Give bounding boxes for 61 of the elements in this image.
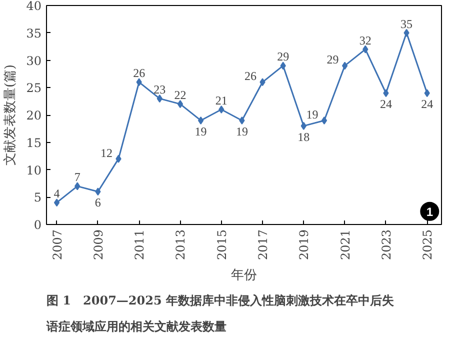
point <box>424 89 430 98</box>
x-tick-label: 2015 <box>214 229 229 260</box>
y-tick-label: 35 <box>26 26 42 40</box>
point <box>177 100 184 108</box>
data-label: 21 <box>215 94 228 108</box>
y-axis-title: 文献发表数量(篇) <box>3 64 18 166</box>
point <box>300 122 306 130</box>
x-tick-label: 2025 <box>420 229 435 260</box>
y-tick-label: 15 <box>26 136 42 150</box>
point <box>95 188 101 196</box>
data-label: 29 <box>326 52 339 67</box>
data-label: 26 <box>133 66 146 80</box>
point <box>54 198 60 207</box>
data-label: 32 <box>359 33 372 48</box>
data-label: 23 <box>154 82 166 97</box>
x-axis-title: 年份 <box>231 268 257 284</box>
point <box>218 106 224 114</box>
point <box>136 78 142 86</box>
x-tick-label: 2023 <box>379 229 394 260</box>
data-label: 19 <box>236 124 248 138</box>
y-tick-label: 40 <box>26 0 42 13</box>
point <box>116 154 122 163</box>
y-tick-label: 20 <box>26 108 42 122</box>
data-label: 24 <box>380 97 392 112</box>
y-tick-label: 10 <box>26 163 42 178</box>
data-label: 18 <box>298 130 310 144</box>
data-label: 24 <box>421 97 434 112</box>
point <box>342 62 348 70</box>
data-label: 35 <box>400 16 413 31</box>
point <box>280 62 286 70</box>
point <box>321 116 328 124</box>
point <box>198 116 204 124</box>
y-tick-label: 30 <box>26 54 42 68</box>
x-tick-label: 2009 <box>91 229 106 260</box>
point <box>74 182 80 190</box>
data-label: 29 <box>277 50 290 64</box>
data-label: 4 <box>54 186 60 201</box>
data-label: 22 <box>174 88 186 102</box>
y-tick-label: 5 <box>34 190 42 205</box>
data-label: 6 <box>94 196 101 210</box>
point <box>383 89 389 98</box>
y-tick-label: 0 <box>34 218 42 232</box>
data-label: 26 <box>244 69 257 84</box>
x-tick-label: 2017 <box>256 229 270 260</box>
point <box>362 45 368 54</box>
data-label: 12 <box>100 146 113 160</box>
point <box>156 94 162 103</box>
x-tick-label: 2021 <box>338 229 352 260</box>
point <box>260 78 266 86</box>
x-tick-label: 2011 <box>132 229 147 260</box>
text: 图 1 2007—2025 年数据库中非侵入性脑刺激技术在卒中后失语症领域应用的相关文献发表数量 <box>46 294 395 334</box>
point <box>239 116 245 124</box>
x-tick-label: 2013 <box>174 229 188 260</box>
y-tick-label: 25 <box>26 81 42 96</box>
point <box>404 28 410 37</box>
data-label: 19 <box>194 124 207 138</box>
x-tick-label: 2007 <box>50 229 64 260</box>
x-tick-label: 2019 <box>297 229 312 260</box>
annotation: 1 <box>426 204 434 219</box>
data-label: 7 <box>74 170 80 184</box>
data-label: 19 <box>306 107 318 122</box>
